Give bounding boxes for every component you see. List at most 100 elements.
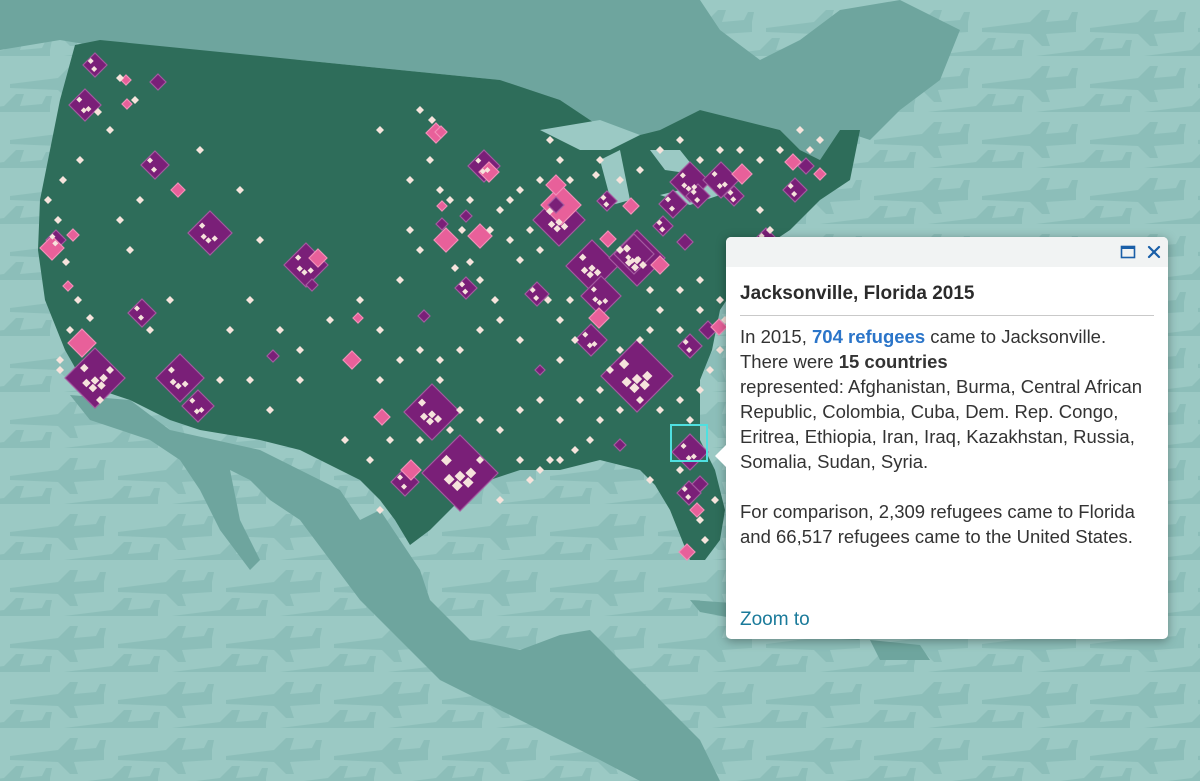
refugee-marker[interactable] xyxy=(86,314,94,322)
refugee-marker[interactable] xyxy=(669,205,675,212)
refugee-marker[interactable] xyxy=(476,416,484,424)
refugee-marker[interactable] xyxy=(681,182,688,189)
refugee-marker[interactable] xyxy=(599,230,617,248)
refugee-marker[interactable] xyxy=(418,398,426,407)
refugee-marker[interactable] xyxy=(211,235,218,242)
refugee-marker[interactable] xyxy=(689,502,705,518)
refugee-marker[interactable] xyxy=(516,456,524,464)
refugee-marker[interactable] xyxy=(476,456,484,464)
refugee-marker[interactable] xyxy=(665,196,671,203)
refugee-marker[interactable] xyxy=(170,182,186,198)
refugee-marker[interactable] xyxy=(635,256,642,262)
refugee-marker[interactable] xyxy=(796,126,804,134)
refugee-marker[interactable] xyxy=(526,476,534,484)
refugee-marker[interactable] xyxy=(326,316,334,324)
refugee-marker[interactable] xyxy=(94,108,102,116)
refugee-marker[interactable] xyxy=(459,209,473,223)
refugee-marker[interactable] xyxy=(301,269,308,276)
refugee-marker[interactable] xyxy=(784,153,802,171)
refugee-marker[interactable] xyxy=(596,190,618,212)
refugee-marker[interactable] xyxy=(677,333,703,359)
refugee-marker[interactable] xyxy=(685,455,692,461)
refugee-marker[interactable] xyxy=(696,516,704,524)
refugee-marker[interactable] xyxy=(416,106,424,114)
refugee-marker[interactable] xyxy=(682,339,689,345)
refugee-marker[interactable] xyxy=(436,376,444,384)
refugee-marker[interactable] xyxy=(616,246,624,254)
refugee-marker[interactable] xyxy=(80,363,89,373)
refugee-marker[interactable] xyxy=(187,210,233,256)
refugee-marker[interactable] xyxy=(459,281,466,288)
refugee-marker[interactable] xyxy=(556,416,564,424)
refugee-marker[interactable] xyxy=(169,378,177,386)
refugee-marker[interactable] xyxy=(146,326,154,334)
refugee-marker[interactable] xyxy=(52,240,59,247)
refugee-marker[interactable] xyxy=(466,196,474,204)
refugee-marker[interactable] xyxy=(516,256,524,264)
refugee-marker[interactable] xyxy=(433,227,459,253)
refugee-marker[interactable] xyxy=(44,196,52,204)
refugee-marker[interactable] xyxy=(566,296,574,304)
refugee-marker[interactable] xyxy=(396,356,404,364)
refugee-marker[interactable] xyxy=(571,446,579,454)
refugee-marker[interactable] xyxy=(376,126,384,134)
refugee-marker[interactable] xyxy=(465,467,477,479)
refugee-marker[interactable] xyxy=(526,226,534,234)
refugee-marker[interactable] xyxy=(296,265,303,272)
refugee-marker[interactable] xyxy=(646,476,654,484)
refugee-marker[interactable] xyxy=(600,194,607,201)
refugee-marker[interactable] xyxy=(776,146,784,154)
refugee-marker[interactable] xyxy=(97,381,106,390)
refugee-marker[interactable] xyxy=(193,408,200,415)
refugee-marker[interactable] xyxy=(534,364,546,376)
refugee-marker[interactable] xyxy=(579,253,587,262)
refugee-marker[interactable] xyxy=(546,207,554,216)
refugee-marker[interactable] xyxy=(416,436,424,444)
refugee-marker[interactable] xyxy=(466,258,474,266)
refugee-marker[interactable] xyxy=(723,185,745,207)
refugee-marker[interactable] xyxy=(691,475,709,493)
refugee-marker[interactable] xyxy=(646,326,654,334)
refugee-marker[interactable] xyxy=(716,146,724,154)
refugee-marker[interactable] xyxy=(106,126,114,134)
refugee-marker[interactable] xyxy=(685,494,692,500)
refugee-marker[interactable] xyxy=(189,397,196,404)
refugee-marker[interactable] xyxy=(506,236,514,244)
refugee-marker[interactable] xyxy=(685,185,692,192)
refugee-marker[interactable] xyxy=(434,415,442,423)
refugee-marker[interactable] xyxy=(307,267,314,274)
refugee-marker[interactable] xyxy=(582,331,589,338)
refugee-marker[interactable] xyxy=(149,73,167,91)
refugee-marker[interactable] xyxy=(308,248,328,268)
refugee-marker[interactable] xyxy=(691,184,698,190)
refugee-marker[interactable] xyxy=(616,346,624,354)
refugee-marker[interactable] xyxy=(66,228,80,242)
refugee-marker[interactable] xyxy=(706,366,714,374)
refugee-marker[interactable] xyxy=(416,346,424,354)
refugee-marker[interactable] xyxy=(196,146,204,154)
refugee-marker[interactable] xyxy=(629,257,636,264)
refugee-marker[interactable] xyxy=(619,358,630,370)
refugee-marker[interactable] xyxy=(396,276,404,284)
refugee-marker[interactable] xyxy=(56,356,64,364)
refugee-marker[interactable] xyxy=(696,306,704,314)
refugee-marker[interactable] xyxy=(246,376,254,384)
refugee-marker[interactable] xyxy=(636,166,644,174)
refugee-marker[interactable] xyxy=(603,201,610,208)
refugee-marker[interactable] xyxy=(127,298,157,328)
refugee-marker[interactable] xyxy=(506,196,514,204)
refugee-marker[interactable] xyxy=(571,336,579,344)
refugee-marker[interactable] xyxy=(536,246,544,254)
close-button[interactable] xyxy=(1144,242,1164,262)
refugee-marker[interactable] xyxy=(451,264,459,272)
refugee-marker[interactable] xyxy=(376,326,384,334)
refugee-marker[interactable] xyxy=(756,156,764,164)
refugee-marker[interactable] xyxy=(529,287,536,293)
refugee-marker[interactable] xyxy=(435,217,449,231)
refugee-marker[interactable] xyxy=(106,366,114,374)
refugee-marker[interactable] xyxy=(574,323,608,357)
refugee-marker[interactable] xyxy=(546,136,554,144)
refugee-marker[interactable] xyxy=(99,373,108,383)
refugee-marker[interactable] xyxy=(166,296,174,304)
refugee-marker[interactable] xyxy=(556,356,564,364)
